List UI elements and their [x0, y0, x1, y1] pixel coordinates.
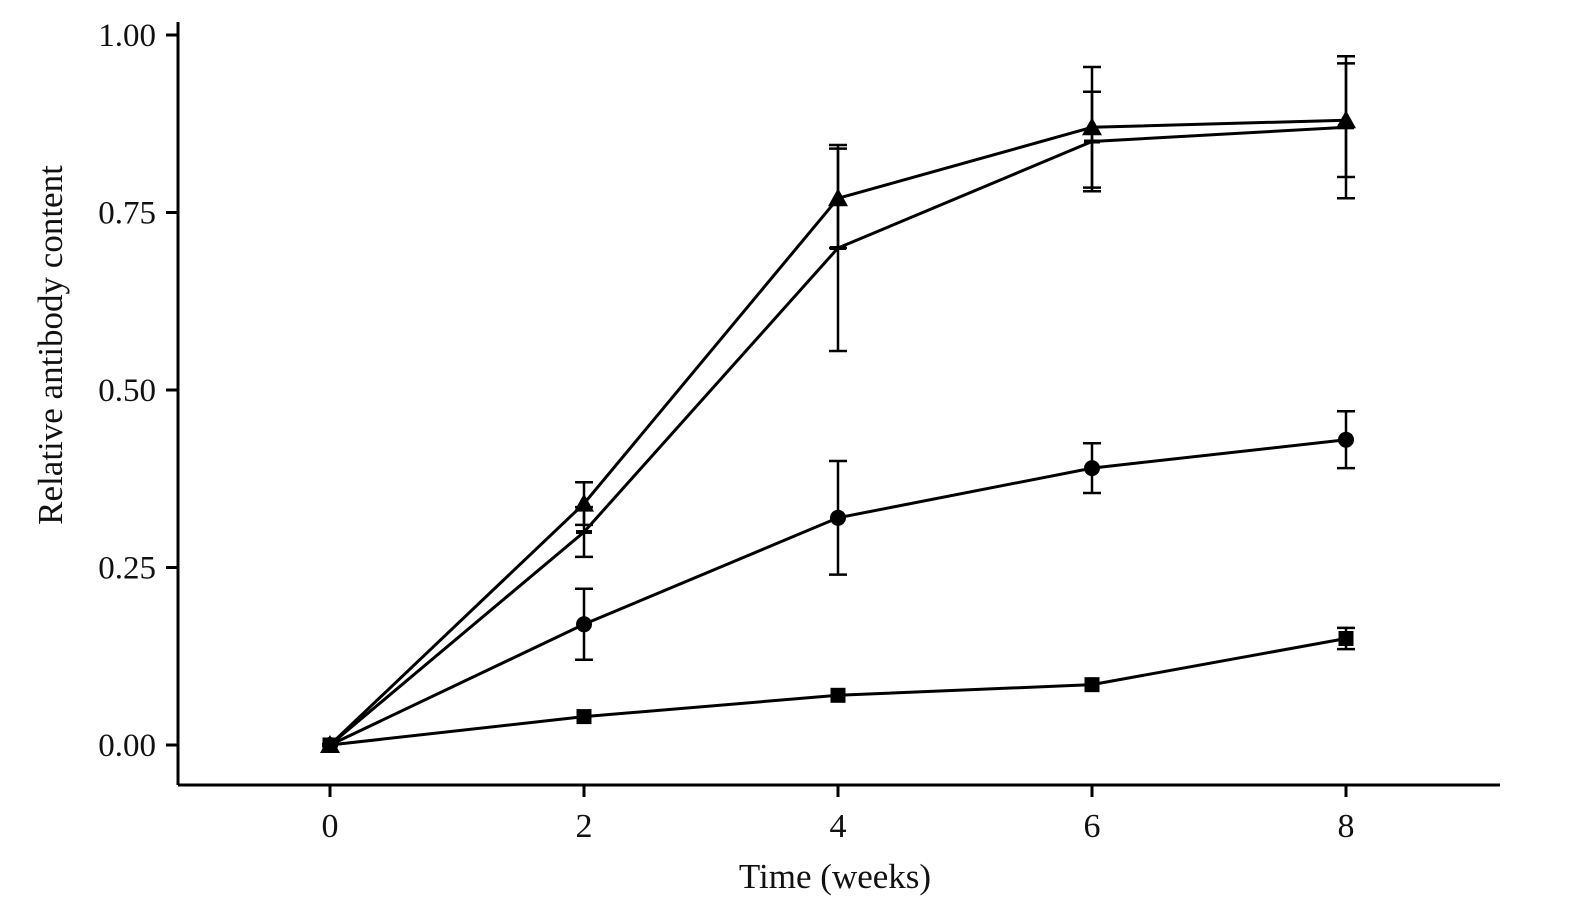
square-marker: [1084, 677, 1100, 693]
x-tick-label: 2: [576, 808, 593, 845]
y-tick-label: 1.00: [98, 18, 156, 54]
x-tick-label: 8: [1338, 808, 1355, 845]
x-tick-label: 6: [1084, 808, 1101, 845]
circle-marker: [1084, 460, 1100, 477]
circle-marker: [830, 509, 846, 526]
x-tick-label: 0: [322, 808, 339, 845]
circle-marker: [1338, 431, 1354, 448]
x-tick-label: 4: [830, 808, 847, 845]
circle-marker: [576, 616, 592, 633]
y-tick-label: 0.75: [98, 196, 156, 232]
x-axis-title: Time (weeks): [739, 857, 931, 896]
square-marker: [1338, 631, 1354, 646]
y-tick-label: 0.50: [98, 373, 156, 409]
plot-layer: 0.00 0.25 0.50 0.75 1.00 0 2 4 6 8: [98, 18, 1500, 845]
square-marker: [830, 687, 846, 703]
square-marker: [576, 709, 592, 725]
square-marker: [322, 737, 338, 753]
y-axis-title: Relative antibody content: [31, 165, 70, 525]
y-tick-label: 0.25: [98, 551, 156, 587]
y-tick-label: 0.00: [98, 728, 156, 764]
